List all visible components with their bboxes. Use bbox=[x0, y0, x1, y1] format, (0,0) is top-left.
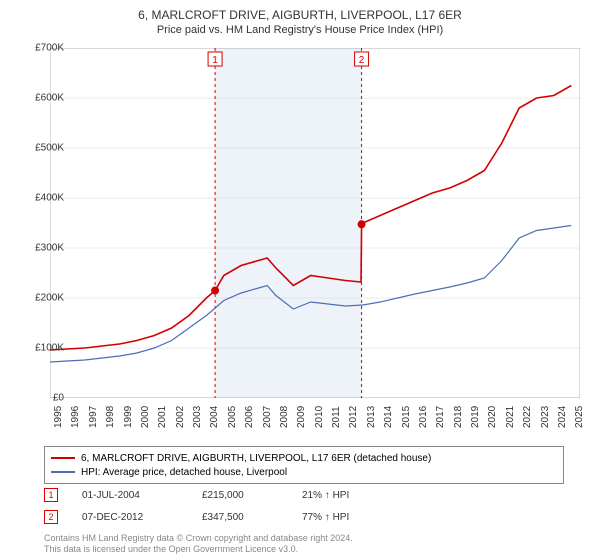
y-tick-label: £0 bbox=[53, 393, 64, 404]
chart-container: 6, MARLCROFT DRIVE, AIGBURTH, LIVERPOOL,… bbox=[0, 0, 600, 560]
sale-date: 07-DEC-2012 bbox=[82, 512, 202, 523]
x-tick-label: 2013 bbox=[366, 406, 377, 428]
chart-subtitle: Price paid vs. HM Land Registry's House … bbox=[0, 22, 600, 36]
x-tick-label: 2025 bbox=[574, 406, 585, 428]
chart-svg: 12 bbox=[50, 48, 580, 398]
x-tick-label: 2003 bbox=[192, 406, 203, 428]
x-tick-label: 2011 bbox=[331, 406, 342, 428]
sale-marker-box: 2 bbox=[44, 510, 58, 524]
x-tick-label: 2008 bbox=[279, 406, 290, 428]
y-tick-label: £400K bbox=[35, 193, 64, 204]
legend-label: HPI: Average price, detached house, Live… bbox=[81, 467, 287, 478]
y-tick-label: £500K bbox=[35, 143, 64, 154]
chart-title: 6, MARLCROFT DRIVE, AIGBURTH, LIVERPOOL,… bbox=[0, 0, 600, 22]
x-tick-label: 2024 bbox=[557, 406, 568, 428]
svg-text:1: 1 bbox=[212, 55, 218, 66]
sale-marker-box: 1 bbox=[44, 488, 58, 502]
x-tick-label: 2004 bbox=[209, 406, 220, 428]
x-tick-label: 2015 bbox=[401, 406, 412, 428]
y-tick-label: £100K bbox=[35, 343, 64, 354]
x-tick-label: 2005 bbox=[227, 406, 238, 428]
legend-item: HPI: Average price, detached house, Live… bbox=[51, 465, 557, 479]
y-tick-label: £600K bbox=[35, 93, 64, 104]
legend-box: 6, MARLCROFT DRIVE, AIGBURTH, LIVERPOOL,… bbox=[44, 446, 564, 484]
x-tick-label: 2022 bbox=[522, 406, 533, 428]
y-tick-label: £700K bbox=[35, 43, 64, 54]
x-tick-label: 1997 bbox=[88, 406, 99, 428]
svg-text:2: 2 bbox=[359, 55, 365, 66]
sale-date: 01-JUL-2004 bbox=[82, 490, 202, 501]
x-tick-label: 2023 bbox=[540, 406, 551, 428]
legend-item: 6, MARLCROFT DRIVE, AIGBURTH, LIVERPOOL,… bbox=[51, 451, 557, 465]
chart-area: 12 bbox=[50, 48, 580, 398]
x-tick-label: 2020 bbox=[487, 406, 498, 428]
x-tick-label: 2018 bbox=[453, 406, 464, 428]
x-tick-label: 2012 bbox=[348, 406, 359, 428]
x-tick-label: 1995 bbox=[53, 406, 64, 428]
x-tick-label: 2006 bbox=[244, 406, 255, 428]
sale-hpi: 21% ↑ HPI bbox=[302, 490, 402, 501]
x-tick-label: 2014 bbox=[383, 406, 394, 428]
legend-label: 6, MARLCROFT DRIVE, AIGBURTH, LIVERPOOL,… bbox=[81, 453, 431, 464]
x-tick-label: 2016 bbox=[418, 406, 429, 428]
x-tick-label: 1998 bbox=[105, 406, 116, 428]
sale-price: £347,500 bbox=[202, 512, 302, 523]
sale-row: 2 07-DEC-2012 £347,500 77% ↑ HPI bbox=[44, 510, 402, 524]
x-tick-label: 2009 bbox=[296, 406, 307, 428]
sale-hpi: 77% ↑ HPI bbox=[302, 512, 402, 523]
x-tick-label: 2010 bbox=[314, 406, 325, 428]
x-tick-label: 2017 bbox=[435, 406, 446, 428]
legend-swatch bbox=[51, 457, 75, 459]
footer: Contains HM Land Registry data © Crown c… bbox=[44, 533, 353, 556]
x-tick-label: 1996 bbox=[70, 406, 81, 428]
x-tick-label: 2007 bbox=[262, 406, 273, 428]
x-tick-label: 2001 bbox=[157, 406, 168, 428]
legend-swatch bbox=[51, 471, 75, 473]
x-tick-label: 2019 bbox=[470, 406, 481, 428]
sale-row: 1 01-JUL-2004 £215,000 21% ↑ HPI bbox=[44, 488, 402, 502]
footer-line1: Contains HM Land Registry data © Crown c… bbox=[44, 533, 353, 545]
x-tick-label: 2000 bbox=[140, 406, 151, 428]
y-tick-label: £300K bbox=[35, 243, 64, 254]
y-tick-label: £200K bbox=[35, 293, 64, 304]
x-tick-label: 2002 bbox=[175, 406, 186, 428]
x-tick-label: 2021 bbox=[505, 406, 516, 428]
footer-line2: This data is licensed under the Open Gov… bbox=[44, 544, 353, 556]
sale-price: £215,000 bbox=[202, 490, 302, 501]
x-tick-label: 1999 bbox=[123, 406, 134, 428]
